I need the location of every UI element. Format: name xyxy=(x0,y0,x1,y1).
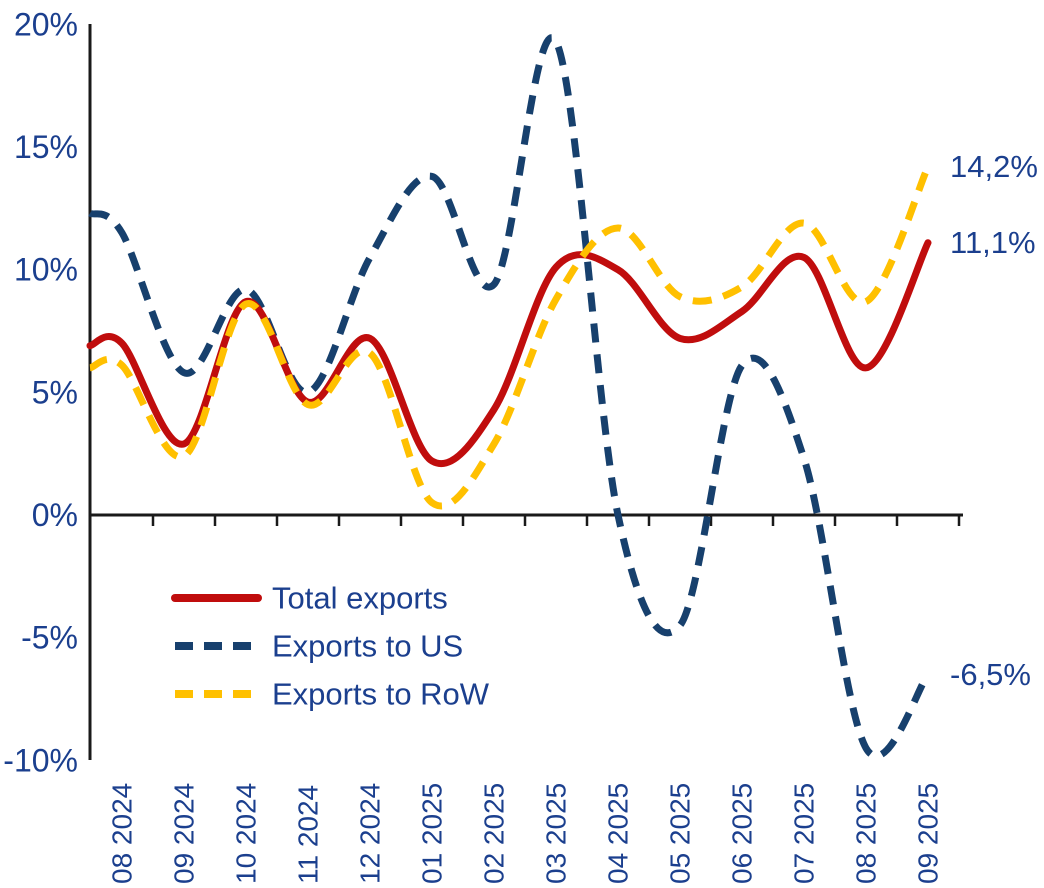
x-axis-label: 01 2025 xyxy=(417,783,448,884)
x-axis-label: 09 2024 xyxy=(169,783,200,884)
x-axis-label: 11 2024 xyxy=(293,785,324,884)
x-axis-label: 08 2024 xyxy=(107,783,138,884)
series-line-exports-to-row xyxy=(88,165,932,510)
legend-label-total-exports: Total exports xyxy=(272,581,448,616)
legend-label-exports-to-row: Exports to RoW xyxy=(272,677,490,712)
end-label-exports-to-row: 14,2% xyxy=(950,149,1038,184)
series-line-total-exports xyxy=(86,239,932,467)
legend-label-exports-to-us: Exports to US xyxy=(272,629,463,664)
x-axis-label: 04 2025 xyxy=(603,783,634,884)
y-axis-label: -5% xyxy=(21,620,78,656)
x-axis-label: 08 2025 xyxy=(851,783,882,884)
y-axis-label: 0% xyxy=(32,497,78,533)
end-label-total-exports: 11,1% xyxy=(950,225,1036,260)
x-axis-label: 06 2025 xyxy=(727,783,758,884)
x-axis-label: 12 2024 xyxy=(355,783,386,884)
x-axis-label: 05 2025 xyxy=(665,783,696,884)
x-axis-label: 07 2025 xyxy=(789,783,820,884)
x-axis-label: 09 2025 xyxy=(913,783,944,884)
x-axis-label: 03 2025 xyxy=(541,783,572,884)
series-line-exports-to-us xyxy=(88,34,931,760)
x-axis-label: 10 2024 xyxy=(231,783,262,884)
y-axis-label: 15% xyxy=(14,129,78,165)
end-label-exports-to-us: -6,5% xyxy=(950,657,1031,692)
y-axis-label: 20% xyxy=(14,6,78,42)
y-axis-label: -10% xyxy=(3,742,78,778)
y-axis-label: 10% xyxy=(14,252,78,288)
y-axis-label: 5% xyxy=(32,374,78,410)
x-axis-label: 02 2025 xyxy=(479,783,510,884)
